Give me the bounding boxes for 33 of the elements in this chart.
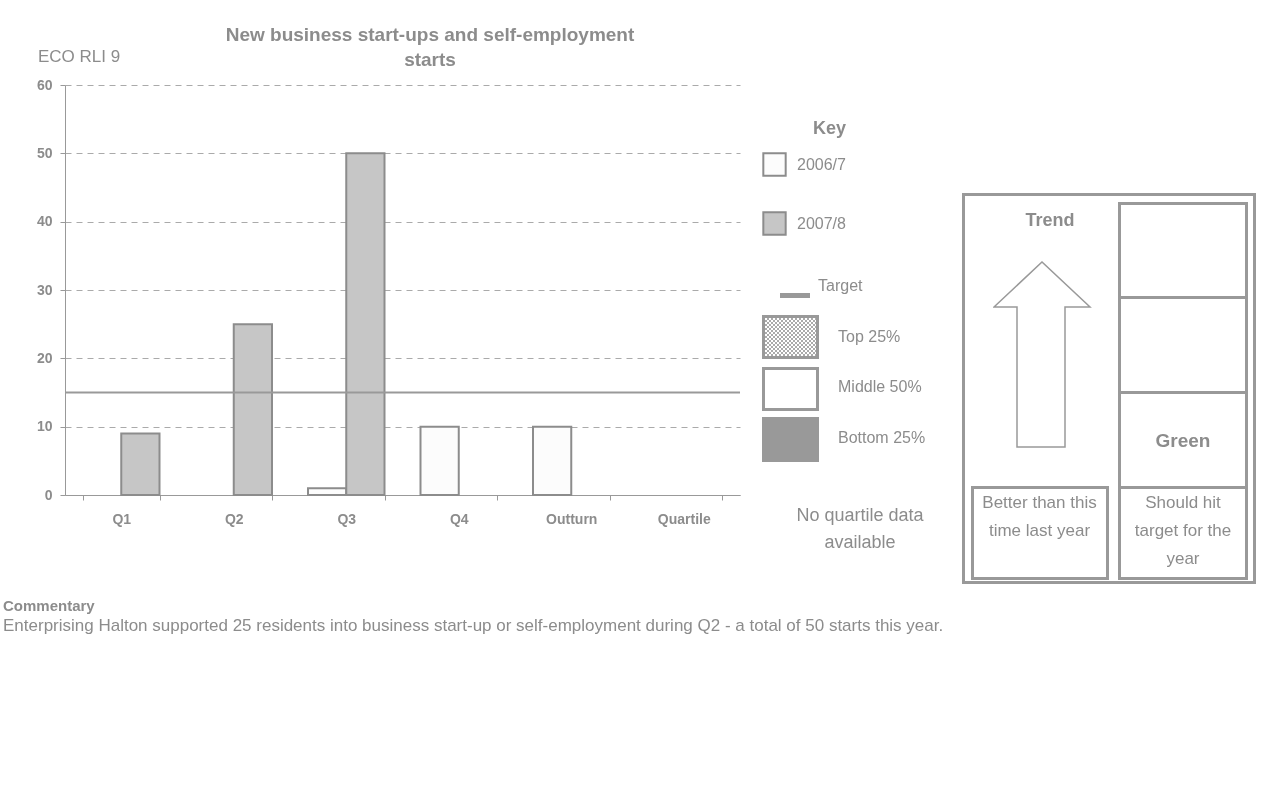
x-tick-label: Q2 — [224, 510, 244, 527]
legend-label: 2006/7 — [797, 155, 847, 173]
y-tick-label: 60 — [36, 76, 53, 93]
bar — [532, 425, 573, 496]
text: Enterprising Halton supported 25 residents into business start-up or self-employment during Q2 - a total of 50 starts this year. — [3, 615, 945, 637]
text: Bottom 25% — [838, 429, 926, 447]
bar — [120, 432, 161, 496]
x-tick-label: Q3 — [337, 510, 357, 527]
x-tick-label: Outturn — [546, 510, 598, 527]
y-tick-label: 40 — [36, 213, 53, 230]
legend-title: Key — [812, 118, 846, 138]
text: Should hit target for the year — [1133, 492, 1233, 570]
bar — [232, 323, 273, 496]
chart-title: New business start-ups and self-employment starts — [224, 23, 636, 72]
y-tick-label: 0 — [44, 486, 53, 503]
text: Better than this time last year — [981, 492, 1098, 542]
text: Middle 50% — [838, 378, 922, 396]
legend-label: Target — [818, 277, 863, 295]
text: No quartile data available — [795, 504, 925, 554]
x-tick-label: Quartile — [657, 510, 711, 527]
y-tick-label: 10 — [36, 418, 53, 435]
y-tick-label: 30 — [36, 281, 53, 298]
y-tick-label: 50 — [36, 144, 53, 161]
text: Top 25% — [838, 328, 901, 346]
legend-label: 2007/8 — [797, 214, 847, 232]
x-tick-label: Q1 — [112, 510, 132, 527]
text: Green — [1154, 430, 1212, 452]
text: ECO RLI 9 — [38, 47, 121, 67]
text: Trend — [1024, 210, 1076, 231]
text: Commentary — [3, 597, 95, 614]
y-tick-label: 20 — [36, 349, 53, 366]
x-tick-label: Q4 — [449, 510, 469, 527]
bar — [419, 425, 460, 496]
